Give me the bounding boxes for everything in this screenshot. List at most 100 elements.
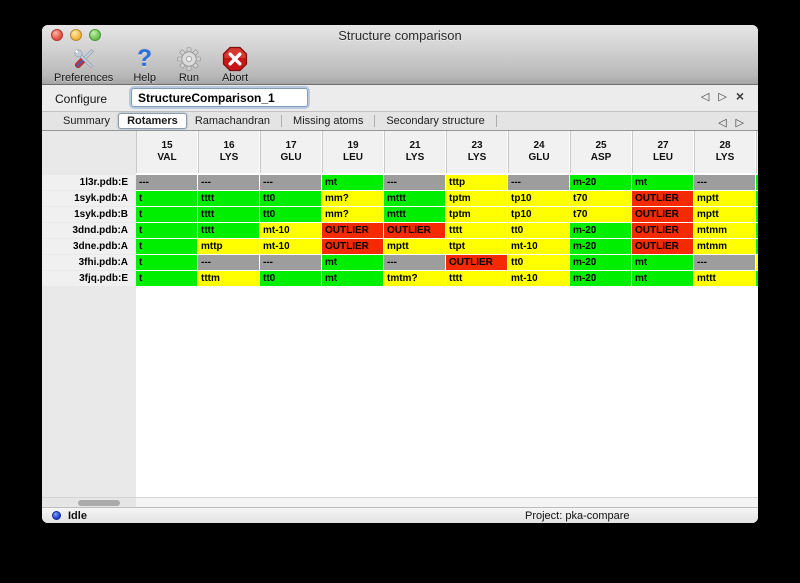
- preferences-button[interactable]: Preferences: [52, 46, 115, 84]
- column-header-28: 28 LYS: [694, 131, 755, 173]
- config-prev-button[interactable]: ◁: [700, 91, 710, 103]
- tab-missing-atoms[interactable]: Missing atoms: [293, 115, 364, 127]
- rotamer-cell-favored[interactable]: tt0: [260, 271, 321, 286]
- rotamer-cell-favored[interactable]: t: [136, 207, 197, 222]
- help-button[interactable]: ? Help: [131, 46, 158, 85]
- rotamer-cell-allowed[interactable]: tttt: [446, 223, 507, 238]
- row-label[interactable]: 3fhi.pdb:A: [42, 255, 135, 270]
- rotamer-cell-allowed[interactable]: t70: [570, 207, 631, 222]
- rotamer-cell-favored[interactable]: t: [136, 255, 197, 270]
- rotamer-cell-favored[interactable]: mt: [632, 271, 693, 286]
- rotamer-cell-missing[interactable]: ---: [694, 175, 755, 190]
- rotamer-cell-favored[interactable]: tt0: [260, 191, 321, 206]
- rotamer-cell-missing[interactable]: ---: [260, 255, 321, 270]
- rotamer-cell-favored[interactable]: mt: [322, 255, 383, 270]
- rotamer-cell-allowed[interactable]: mt-10: [260, 239, 321, 254]
- row-label[interactable]: 1syk.pdb:B: [42, 207, 135, 222]
- tools-icon: [70, 46, 98, 72]
- rotamer-cell-allowed[interactable]: tptm: [446, 207, 507, 222]
- rotamer-cell-favored[interactable]: m-20: [570, 175, 631, 190]
- rotamer-cell-allowed[interactable]: tttt: [446, 271, 507, 286]
- rotamer-cell-favored[interactable]: t: [136, 271, 197, 286]
- row-label[interactable]: 1syk.pdb:A: [42, 191, 135, 206]
- rotamer-cell-favored[interactable]: m-20: [570, 239, 631, 254]
- rotamer-cell-favored[interactable]: m-20: [570, 271, 631, 286]
- rotamer-cell-favored[interactable]: t: [136, 239, 197, 254]
- config-next-button[interactable]: ▷: [718, 91, 727, 103]
- tab-prev-button[interactable]: ◁: [718, 117, 727, 129]
- rotamer-cell-missing[interactable]: ---: [198, 255, 259, 270]
- rotamer-cell-favored[interactable]: tttt: [198, 207, 259, 222]
- close-window-button[interactable]: [51, 29, 63, 41]
- rotamer-cell-favored[interactable]: m-20: [570, 255, 631, 270]
- rotamer-cell-favored[interactable]: tttt: [198, 223, 259, 238]
- rotamer-cell-outlier[interactable]: OUTLIER: [632, 223, 693, 238]
- rotamer-cell-allowed[interactable]: mm?: [322, 191, 383, 206]
- rotamer-cell-allowed[interactable]: mm?: [322, 207, 383, 222]
- rotamer-cell-favored[interactable]: t: [136, 223, 197, 238]
- rotamer-cell-allowed[interactable]: mptt: [694, 207, 755, 222]
- rotamer-cell-allowed[interactable]: mtmm: [694, 223, 755, 238]
- rotamer-cell-allowed[interactable]: tp10: [508, 207, 569, 222]
- tab-rotamers[interactable]: Rotamers: [118, 113, 187, 129]
- tab-summary[interactable]: Summary: [63, 115, 111, 127]
- titlebar[interactable]: Structure comparison: [42, 25, 758, 45]
- row-label[interactable]: 1l3r.pdb:E: [42, 175, 135, 190]
- rotamer-cell-allowed[interactable]: tttp: [446, 175, 507, 190]
- rotamer-cell-missing[interactable]: ---: [136, 175, 197, 190]
- rotamer-cell-favored[interactable]: mt: [322, 271, 383, 286]
- abort-button[interactable]: Abort: [220, 46, 250, 84]
- rotamer-cell-allowed[interactable]: t70: [570, 191, 631, 206]
- tab-ramachandran[interactable]: Ramachandran: [194, 115, 271, 127]
- rotamer-cell-allowed[interactable]: tttm: [198, 271, 259, 286]
- rotamer-cell-outlier[interactable]: OUTLIER: [632, 191, 693, 206]
- rotamer-cell-allowed[interactable]: mttp: [198, 239, 259, 254]
- config-close-button[interactable]: ×: [735, 88, 744, 104]
- rotamer-cell-outlier[interactable]: OUTLIER: [632, 239, 693, 254]
- rotamer-cell-favored[interactable]: tttt: [198, 191, 259, 206]
- rotamer-cell-outlier[interactable]: OUTLIER: [322, 239, 383, 254]
- rotamer-cell-favored[interactable]: mttt: [384, 191, 445, 206]
- row-label[interactable]: 3dne.pdb:A: [42, 239, 135, 254]
- rotamer-cell-allowed[interactable]: tt0: [508, 223, 569, 238]
- rotamer-cell-missing[interactable]: ---: [198, 175, 259, 190]
- rotamer-cell-outlier[interactable]: OUTLIER: [384, 223, 445, 238]
- rotamer-cell-outlier[interactable]: OUTLIER: [632, 207, 693, 222]
- rotamer-cell-favored[interactable]: tt0: [260, 207, 321, 222]
- rotamer-cell-missing[interactable]: ---: [694, 255, 755, 270]
- rotamer-cell-favored[interactable]: mt: [632, 255, 693, 270]
- rotamer-cell-favored[interactable]: mt: [632, 175, 693, 190]
- rotamer-cell-favored[interactable]: m-20: [570, 223, 631, 238]
- tab-next-button[interactable]: ▷: [735, 117, 744, 129]
- rotamer-cell-allowed[interactable]: tptm: [446, 191, 507, 206]
- rotamer-cell-allowed[interactable]: mptt: [694, 191, 755, 206]
- rotamer-cell-missing[interactable]: ---: [508, 175, 569, 190]
- rotamer-cell-allowed[interactable]: tp10: [508, 191, 569, 206]
- rotamer-cell-missing[interactable]: ---: [260, 175, 321, 190]
- rotamer-cell-missing[interactable]: ---: [384, 175, 445, 190]
- rotamer-cell-allowed[interactable]: tmtm?: [384, 271, 445, 286]
- zoom-window-button[interactable]: [89, 29, 101, 41]
- rotamer-cell-favored[interactable]: mt: [322, 175, 383, 190]
- rotamer-cell-allowed[interactable]: ttpt: [446, 239, 507, 254]
- rotamer-cell-allowed[interactable]: mttt: [694, 271, 755, 286]
- row-label[interactable]: 3fjq.pdb:E: [42, 271, 135, 286]
- scrollbar-thumb[interactable]: [78, 500, 120, 506]
- rotamer-cell-allowed[interactable]: mptt: [384, 239, 445, 254]
- rotamer-cell-favored[interactable]: mttt: [384, 207, 445, 222]
- rotamer-cell-allowed[interactable]: mt-10: [508, 239, 569, 254]
- rotamer-cell-allowed[interactable]: mt-10: [508, 271, 569, 286]
- rotamer-cell-outlier[interactable]: OUTLIER: [322, 223, 383, 238]
- row-label[interactable]: 3dnd.pdb:A: [42, 223, 135, 238]
- configure-name-input[interactable]: StructureComparison_1: [131, 88, 308, 107]
- run-button[interactable]: Run: [174, 46, 204, 84]
- rotamer-cell-favored[interactable]: t: [136, 191, 197, 206]
- tab-secondary-structure[interactable]: Secondary structure: [386, 115, 485, 127]
- rotamer-cell-outlier[interactable]: OUTLIER: [446, 255, 507, 270]
- rotamer-cell-allowed[interactable]: mt-10: [260, 223, 321, 238]
- rotamer-cell-allowed[interactable]: tt0: [508, 255, 569, 270]
- horizontal-scrollbar[interactable]: [42, 497, 758, 507]
- rotamer-cell-allowed[interactable]: mtmm: [694, 239, 755, 254]
- rotamer-cell-missing[interactable]: ---: [384, 255, 445, 270]
- minimize-window-button[interactable]: [70, 29, 82, 41]
